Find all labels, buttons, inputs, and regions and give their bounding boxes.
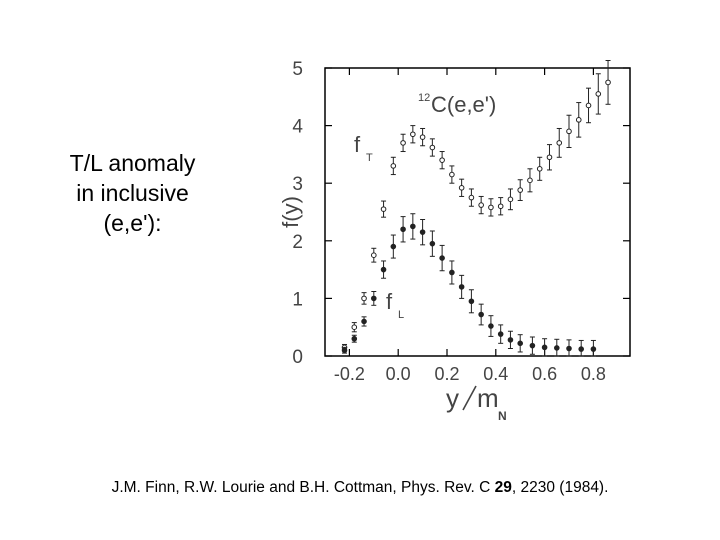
data-point xyxy=(478,311,484,318)
caption-line-2: in inclusive xyxy=(76,180,189,206)
data-point xyxy=(488,323,494,329)
data-point xyxy=(585,102,592,109)
data-point xyxy=(449,269,455,276)
data-point xyxy=(351,324,358,331)
data-point xyxy=(341,347,348,354)
data-point xyxy=(419,134,426,140)
series-label-t-main: f xyxy=(354,132,361,157)
data-point xyxy=(605,79,611,86)
data-point xyxy=(578,346,585,352)
data-point xyxy=(429,240,436,247)
x-axis-label-subscript: N xyxy=(498,409,507,423)
data-point xyxy=(380,206,387,212)
data-point xyxy=(575,117,582,123)
data-point xyxy=(400,226,406,233)
data-point xyxy=(371,252,377,258)
data-point xyxy=(590,346,597,352)
y-tick-label: 5 xyxy=(292,59,303,80)
data-point xyxy=(478,202,484,208)
data-point xyxy=(536,166,543,172)
data-point xyxy=(449,171,455,178)
data-point xyxy=(554,345,560,351)
data-point xyxy=(380,266,387,273)
data-point xyxy=(361,318,367,325)
data-point xyxy=(468,194,475,201)
x-axis-label-denominator: m xyxy=(477,383,499,413)
x-axis-label-slash xyxy=(462,385,477,411)
data-point xyxy=(419,229,426,235)
data-point xyxy=(497,203,504,210)
data-point xyxy=(566,128,572,135)
data-point xyxy=(517,340,523,347)
citation: J.M. Finn, R.W. Lourie and B.H. Cottman,… xyxy=(0,479,720,497)
citation-authors: J.M. Finn, R.W. Lourie and B.H. Cottman,… xyxy=(111,479,495,496)
data-point xyxy=(488,204,494,211)
data-point xyxy=(458,185,465,191)
data-point xyxy=(429,144,436,151)
data-point xyxy=(595,91,602,97)
data-point xyxy=(507,337,514,343)
y-tick-label: 0 xyxy=(292,347,303,368)
data-point xyxy=(400,140,406,146)
x-tick-label: 0.6 xyxy=(532,364,557,384)
data-point xyxy=(517,187,523,193)
data-point xyxy=(351,335,358,342)
slide-caption: T/L anomaly in inclusive (e,e'): xyxy=(40,148,225,238)
data-point xyxy=(439,255,445,261)
y-axis-label: f(y) xyxy=(278,196,303,228)
series-label-l-main: f xyxy=(386,289,393,314)
nucleus-mass-number: 12 xyxy=(418,92,430,104)
plot-frame xyxy=(324,67,631,357)
data-point xyxy=(410,131,416,138)
reaction-annotation: C(e,e') xyxy=(431,92,496,117)
data-point xyxy=(410,223,416,230)
series-t xyxy=(341,60,611,351)
x-tick-label: 0.2 xyxy=(434,364,459,384)
data-point xyxy=(361,295,367,302)
data-point xyxy=(390,163,397,169)
citation-volume: 29 xyxy=(494,479,512,496)
x-tick-label: 0.0 xyxy=(386,364,411,384)
x-axis-label-main: y xyxy=(446,383,459,413)
y-tick-label: 2 xyxy=(292,232,303,253)
series-label-t-sub: T xyxy=(366,152,373,164)
data-point xyxy=(541,344,548,351)
data-point xyxy=(529,342,536,349)
x-tick-label: -0.2 xyxy=(334,364,365,384)
x-tick-label: 0.8 xyxy=(581,364,606,384)
y-tick-label: 1 xyxy=(292,289,303,310)
data-point xyxy=(439,157,445,163)
data-point xyxy=(497,331,504,337)
x-tick-label: 0.4 xyxy=(483,364,508,384)
data-point xyxy=(458,284,465,290)
series-label-l-sub: L xyxy=(398,309,404,321)
citation-pages-year: , 2230 (1984). xyxy=(511,479,609,496)
data-point xyxy=(468,298,475,305)
data-point xyxy=(371,295,377,302)
data-point xyxy=(390,243,397,250)
data-point xyxy=(546,154,553,161)
data-series xyxy=(341,60,611,357)
caption-line-1: T/L anomaly xyxy=(69,150,196,176)
x-axis-ticks: -0.2 0.0 0.2 0.4 0.6 0.8 xyxy=(334,68,606,384)
data-point xyxy=(566,345,572,352)
data-point xyxy=(527,177,533,184)
data-point xyxy=(556,140,563,146)
y-tick-label: 3 xyxy=(292,174,303,195)
series-l xyxy=(341,213,597,357)
caption-line-3: (e,e'): xyxy=(103,210,162,236)
y-tick-label: 4 xyxy=(292,117,303,138)
data-point xyxy=(507,196,514,203)
